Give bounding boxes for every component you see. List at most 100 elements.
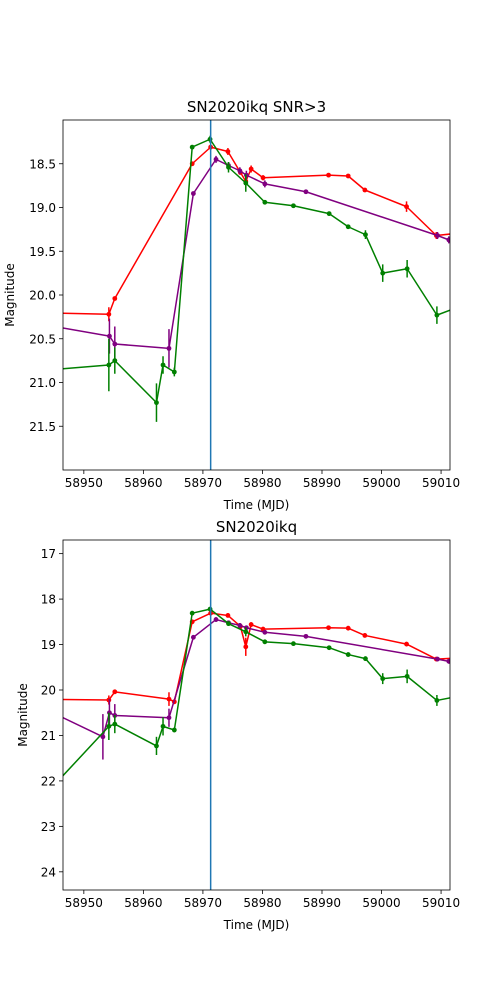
data-point (190, 191, 196, 196)
x-tick-label: 58970 (184, 896, 222, 910)
x-tick-label: 58990 (303, 476, 341, 490)
x-tick-label: 58950 (65, 896, 103, 910)
data-point (189, 144, 195, 150)
data-point (154, 400, 159, 406)
data-point (154, 743, 159, 749)
y-tick-label: 20 (41, 684, 56, 698)
data-point (434, 312, 440, 318)
data-point (435, 233, 440, 238)
data-point (225, 149, 231, 154)
data-point (380, 270, 386, 276)
data-point (22, 319, 27, 324)
data-point (451, 231, 456, 236)
data-point (326, 172, 331, 178)
series-line (63, 138, 450, 404)
data-point (22, 370, 27, 375)
data-point (345, 173, 351, 179)
data-point (171, 369, 177, 375)
data-point (106, 311, 112, 317)
data-point (446, 658, 450, 664)
data-point (380, 676, 386, 682)
x-tick-label: 59000 (362, 476, 400, 490)
data-point (237, 168, 243, 174)
data-point (106, 723, 112, 729)
data-point (362, 187, 368, 193)
data-point (226, 164, 231, 170)
y-axis-label: Magnitude (16, 683, 30, 747)
data-point (404, 673, 410, 679)
series-2 (22, 606, 456, 820)
data-point (451, 656, 456, 661)
data-point (106, 362, 112, 368)
data-point (22, 815, 27, 820)
data-point (326, 211, 332, 217)
y-tick-label: 21.5 (29, 420, 56, 434)
data-point (171, 727, 177, 733)
series-1 (22, 155, 456, 368)
chart-title: SN2020ikq SNR>3 (187, 98, 326, 116)
data-point (166, 715, 172, 721)
data-point (345, 224, 351, 230)
data-point (243, 644, 249, 650)
chart-snr-cut: SN2020ikq SNR>3 58950 58960 58970 58980 58990… (3, 98, 460, 512)
x-tick-label: 59000 (362, 896, 400, 910)
x-tick-label: 58960 (124, 896, 162, 910)
data-point (190, 634, 196, 640)
chart-title: SN2020ikq (216, 518, 297, 536)
data-point (434, 698, 440, 703)
x-tick-label: 58980 (243, 896, 281, 910)
data-point (189, 610, 195, 616)
data-point (243, 629, 249, 635)
data-point (326, 625, 331, 631)
y-tick-label: 20.5 (29, 332, 56, 346)
data-point (291, 203, 296, 209)
data-point (166, 696, 172, 702)
data-point (160, 362, 166, 368)
plot-area (22, 120, 456, 470)
data-point (404, 641, 409, 647)
data-point (107, 333, 112, 339)
data-point (451, 238, 456, 243)
data-point (22, 310, 27, 315)
y-tick-label: 19.5 (29, 245, 56, 259)
data-point (248, 622, 254, 627)
data-point (243, 180, 249, 186)
y-axis-label: Magnitude (3, 263, 17, 327)
x-tick-label: 58950 (65, 476, 103, 490)
plot-frame (62, 539, 451, 891)
series-2 (22, 135, 456, 422)
y-tick-label: 19.0 (29, 201, 56, 215)
x-tick-label: 58990 (303, 896, 341, 910)
data-point (291, 641, 296, 647)
data-point (326, 645, 332, 651)
y-tick-label: 22 (41, 774, 56, 788)
data-point (451, 659, 456, 664)
data-point (213, 617, 219, 622)
data-point (362, 633, 368, 638)
y-tick-label: 18.5 (29, 157, 56, 171)
data-point (225, 613, 231, 618)
y-tick-label: 17 (41, 547, 56, 561)
data-point (262, 639, 268, 645)
data-point (404, 204, 409, 210)
data-point (451, 695, 456, 700)
data-point (363, 232, 368, 238)
data-point (112, 721, 118, 727)
y-tick-label: 20.0 (29, 289, 56, 303)
data-point (451, 307, 456, 312)
data-point (404, 266, 410, 272)
x-axis-label: Time (MJD) (223, 918, 290, 932)
data-point (112, 358, 118, 364)
data-point (303, 189, 309, 195)
y-tick-label: 21 (41, 729, 56, 743)
plot-frame (62, 119, 451, 471)
chart-all-points: SN2020ikq 58950 58960 58970 58980 58990 59000 5… (16, 518, 460, 932)
data-point (435, 656, 440, 662)
y-tick-label: 21.0 (29, 376, 56, 390)
data-point (363, 656, 368, 662)
data-point (345, 625, 351, 631)
y-tick-label: 24 (41, 865, 56, 879)
data-point (446, 237, 450, 243)
data-point (112, 689, 118, 695)
series-1 (63, 617, 456, 760)
